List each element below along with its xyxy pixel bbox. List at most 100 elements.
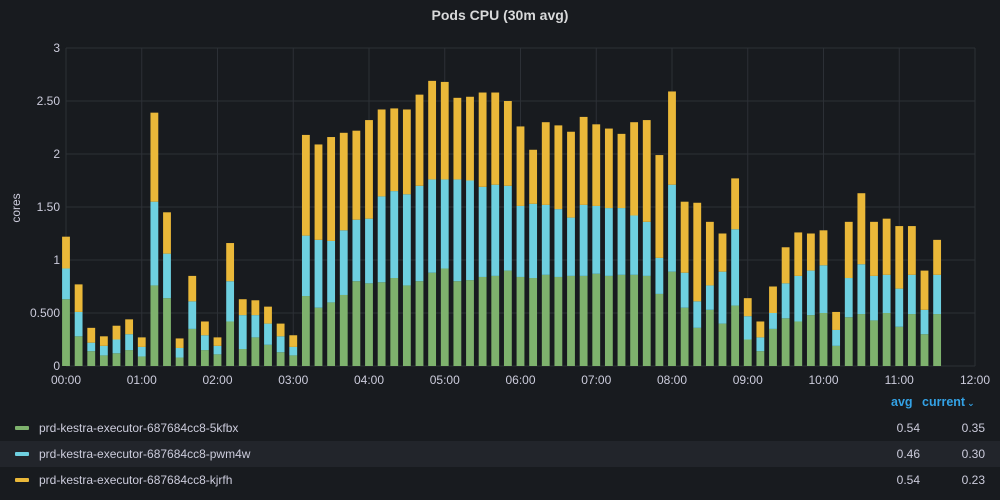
bar-segment bbox=[327, 137, 336, 241]
bar-segment bbox=[339, 132, 348, 231]
bar-segment bbox=[213, 345, 222, 355]
bar-segment bbox=[933, 314, 942, 366]
bar-segment bbox=[175, 347, 184, 358]
bar-segment bbox=[655, 257, 664, 294]
bar-segment bbox=[680, 307, 689, 366]
legend-row[interactable]: prd-kestra-executor-687684cc8-kjrfh 0.54… bbox=[0, 467, 1000, 493]
bar-segment bbox=[87, 327, 96, 343]
x-axis: 00:00 01:00 02:00 03:00 04:00 05:00 06:00 07:00… bbox=[51, 373, 990, 387]
bar-segment bbox=[554, 276, 563, 366]
series-color-swatch bbox=[15, 452, 29, 456]
bar-segment bbox=[276, 336, 285, 353]
bar-segment bbox=[125, 334, 134, 351]
bar-segment bbox=[377, 109, 386, 197]
y-tick-label: 0.500 bbox=[30, 306, 60, 320]
bar-segment bbox=[655, 155, 664, 258]
bar-segment bbox=[428, 272, 437, 366]
bar-segment bbox=[920, 270, 929, 310]
bar-segment bbox=[466, 96, 474, 181]
bar-segment bbox=[781, 318, 790, 366]
bar-segment bbox=[314, 239, 323, 308]
bar-segment bbox=[769, 286, 777, 313]
x-tick-label: 09:00 bbox=[733, 373, 763, 387]
bar-segment bbox=[491, 92, 500, 185]
bar-segment bbox=[819, 230, 828, 266]
y-tick-label: 1 bbox=[53, 253, 60, 267]
bar-segment bbox=[402, 194, 411, 286]
series-name[interactable]: prd-kestra-executor-687684cc8-pwm4w bbox=[39, 447, 251, 461]
bar-segment bbox=[756, 351, 765, 366]
bar-segment bbox=[428, 179, 437, 273]
x-tick-label: 06:00 bbox=[505, 373, 535, 387]
bar-segment bbox=[844, 221, 853, 279]
bar-segment bbox=[188, 275, 197, 302]
bar-segment bbox=[630, 215, 639, 275]
x-tick-label: 05:00 bbox=[430, 373, 460, 387]
bar-segment bbox=[415, 185, 424, 282]
y-tick-label: 3 bbox=[53, 41, 60, 55]
legend-column-avg[interactable]: avg bbox=[891, 395, 913, 409]
y-tick-label: 2.50 bbox=[37, 94, 61, 108]
bar-segment bbox=[718, 233, 727, 272]
bar-segment bbox=[642, 120, 651, 222]
bar-segment bbox=[163, 212, 171, 254]
bar-segment bbox=[516, 276, 525, 366]
bar-segment bbox=[213, 354, 222, 366]
bar-segment bbox=[251, 337, 260, 366]
bar-segment bbox=[503, 185, 512, 271]
bar-segment bbox=[592, 273, 601, 366]
bar-segment bbox=[731, 229, 740, 306]
bar-segment bbox=[74, 284, 83, 312]
x-tick-label: 04:00 bbox=[354, 373, 384, 387]
bar-segment bbox=[630, 274, 639, 366]
panel-title[interactable]: Pods CPU (30m avg) bbox=[431, 7, 569, 23]
bar-segment bbox=[668, 91, 676, 185]
bar-segment bbox=[125, 350, 134, 366]
bar-segment bbox=[516, 205, 525, 277]
bar-segment bbox=[99, 345, 108, 356]
bar-segment bbox=[895, 226, 904, 289]
bar-segment bbox=[592, 124, 601, 206]
bar-segment bbox=[238, 299, 247, 316]
bar-segment bbox=[503, 270, 512, 366]
bar-segment bbox=[529, 203, 538, 279]
bar-segment bbox=[150, 201, 159, 286]
bar-segment bbox=[276, 323, 285, 337]
bar-segment bbox=[604, 208, 613, 276]
bar-segment bbox=[415, 281, 424, 366]
bar-segment bbox=[276, 352, 285, 366]
bar-segment bbox=[453, 281, 462, 366]
x-tick-label: 11:00 bbox=[885, 373, 914, 387]
bar-segment bbox=[251, 315, 260, 338]
bar-segment bbox=[289, 346, 298, 356]
bar-segment bbox=[680, 272, 689, 308]
bar-segment bbox=[806, 233, 815, 271]
bar-segment bbox=[365, 120, 373, 219]
bar-segment bbox=[895, 288, 904, 327]
bar-segment bbox=[794, 321, 803, 366]
legend-column-current[interactable]: current ⌄ bbox=[922, 395, 975, 409]
bar-segment bbox=[832, 345, 841, 366]
series-current: 0.35 bbox=[961, 421, 985, 435]
bar-segment bbox=[327, 302, 336, 366]
stacked-bar-chart[interactable]: 0 0.500 1 1.50 2 2.50 3 00:00 01:00 02:00 03:00 04… bbox=[0, 0, 1000, 392]
bar-segment bbox=[781, 247, 790, 284]
bar-segment bbox=[390, 278, 399, 366]
bar-segment bbox=[491, 275, 500, 366]
bar-segment bbox=[226, 243, 235, 282]
bar-segment bbox=[693, 327, 702, 366]
series-name[interactable]: prd-kestra-executor-687684cc8-5kfbx bbox=[39, 421, 239, 435]
legend-row[interactable]: prd-kestra-executor-687684cc8-pwm4w 0.46… bbox=[0, 441, 1000, 467]
bar-segment bbox=[62, 268, 70, 300]
bar-segment bbox=[377, 196, 386, 283]
series-name[interactable]: prd-kestra-executor-687684cc8-kjrfh bbox=[39, 473, 233, 487]
bar-segment bbox=[617, 208, 626, 275]
y-tick-label: 1.50 bbox=[37, 200, 61, 214]
bar-segment bbox=[188, 328, 197, 366]
legend-row[interactable]: prd-kestra-executor-687684cc8-5kfbx 0.54… bbox=[0, 415, 1000, 441]
bar-segment bbox=[693, 202, 702, 302]
bar-segment bbox=[402, 109, 411, 195]
bar-segment bbox=[579, 275, 588, 366]
bar-segment bbox=[541, 204, 550, 275]
bar-segment bbox=[453, 97, 462, 180]
